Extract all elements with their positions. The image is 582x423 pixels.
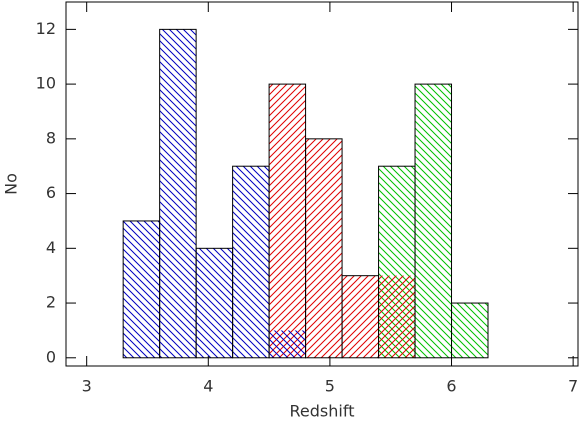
bar-outline xyxy=(451,302,489,359)
x-axis-label: Redshift xyxy=(290,402,355,421)
hatched-bar xyxy=(159,29,197,358)
x-tick-label: 3 xyxy=(82,377,92,396)
hatched-bar xyxy=(269,330,306,358)
y-tick-label: 6 xyxy=(46,183,56,202)
bar-outline xyxy=(305,138,343,359)
x-tick-label: 5 xyxy=(325,377,335,396)
y-tick-label: 4 xyxy=(46,238,56,257)
x-tick-label: 6 xyxy=(446,377,456,396)
plot-frame xyxy=(65,1,579,367)
y-tick-label: 12 xyxy=(36,19,56,38)
x-tick-label: 7 xyxy=(568,377,578,396)
x-tick-label: 4 xyxy=(203,377,213,396)
hatched-bar xyxy=(342,275,379,358)
bar-outline xyxy=(414,83,453,359)
hatched-bar xyxy=(123,220,160,358)
y-tick-label: 10 xyxy=(36,74,56,93)
hatched-bar xyxy=(232,166,270,358)
hatched-bar xyxy=(378,275,416,358)
y-tick-label: 0 xyxy=(46,347,56,366)
y-axis-label: No xyxy=(2,173,21,195)
hatched-bar xyxy=(415,84,452,358)
y-tick-label: 8 xyxy=(46,128,56,147)
hatched-bar xyxy=(269,84,306,358)
bar-outline xyxy=(159,28,197,359)
hatched-bar xyxy=(196,248,233,358)
y-tick-label: 2 xyxy=(46,293,56,312)
hatched-bar xyxy=(451,303,489,358)
hatched-bar xyxy=(305,138,343,358)
